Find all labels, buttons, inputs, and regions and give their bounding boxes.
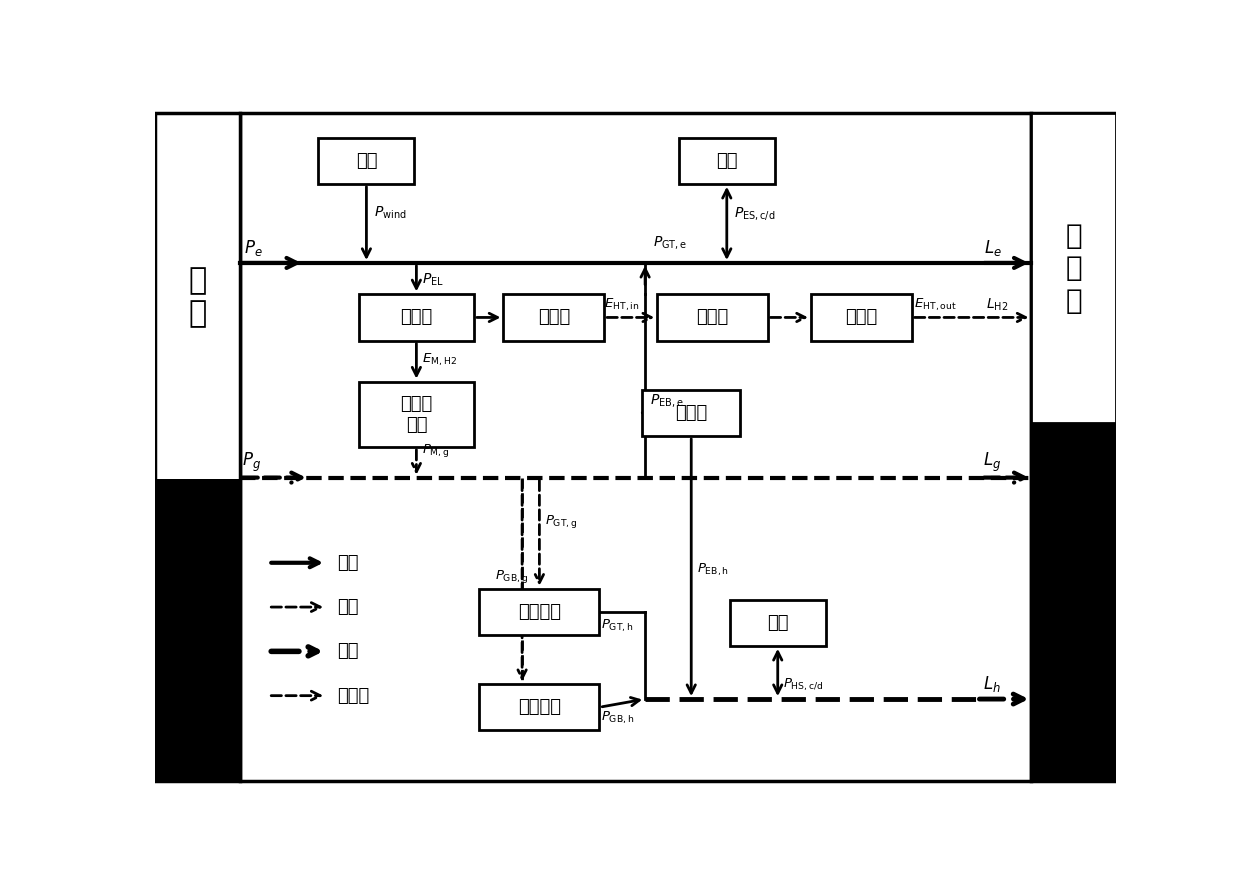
Text: 电锅炉: 电锅炉 (675, 404, 707, 422)
FancyBboxPatch shape (155, 113, 239, 781)
Text: 氢能: 氢能 (337, 598, 360, 616)
Text: $P_{\rm GT,h}$: $P_{\rm GT,h}$ (601, 617, 634, 634)
Text: $L_h$: $L_h$ (983, 674, 1001, 694)
FancyBboxPatch shape (1032, 113, 1116, 781)
Text: $P_{\rm GB,g}$: $P_{\rm GB,g}$ (495, 568, 528, 585)
Text: 压缩机: 压缩机 (538, 309, 570, 327)
Text: $P_{\rm wind}$: $P_{\rm wind}$ (374, 205, 407, 221)
Text: 电解槽: 电解槽 (401, 309, 433, 327)
FancyBboxPatch shape (503, 295, 604, 341)
FancyBboxPatch shape (358, 295, 474, 341)
Text: 储燭: 储燭 (768, 613, 789, 632)
Text: $E_{\rm M,H2}$: $E_{\rm M,H2}$ (422, 351, 458, 368)
Text: $P_{\rm EB,e}$: $P_{\rm EB,e}$ (650, 392, 683, 409)
Text: $P_e$: $P_e$ (244, 238, 263, 258)
Text: 天然气: 天然气 (337, 687, 370, 704)
Text: 甲烷反
应器: 甲烷反 应器 (401, 395, 433, 434)
FancyBboxPatch shape (642, 389, 740, 436)
FancyBboxPatch shape (811, 295, 911, 341)
Text: $E_{\rm HT,out}$: $E_{\rm HT,out}$ (914, 297, 957, 313)
Text: $P_{\rm GB,h}$: $P_{\rm GB,h}$ (601, 709, 635, 726)
Text: 燃气轮机: 燃气轮机 (518, 603, 560, 621)
Text: 风机: 风机 (356, 151, 377, 170)
Text: 燃气锅炉: 燃气锅炉 (518, 698, 560, 716)
Text: $P_{\rm M,g}$: $P_{\rm M,g}$ (422, 442, 450, 458)
FancyBboxPatch shape (657, 295, 768, 341)
FancyBboxPatch shape (1032, 113, 1116, 423)
FancyBboxPatch shape (480, 684, 599, 730)
FancyBboxPatch shape (319, 137, 414, 184)
Text: 电
网: 电 网 (188, 266, 206, 328)
Text: $P_{\rm HS,c/d}$: $P_{\rm HS,c/d}$ (784, 676, 825, 692)
Text: $P_{\rm GT,g}$: $P_{\rm GT,g}$ (546, 513, 578, 530)
Text: 储氢罐: 储氢罐 (696, 309, 729, 327)
FancyBboxPatch shape (729, 599, 826, 646)
FancyBboxPatch shape (239, 113, 1032, 781)
FancyBboxPatch shape (480, 589, 599, 635)
Text: $L_{\rm H2}$: $L_{\rm H2}$ (986, 297, 1008, 313)
Text: 储电: 储电 (715, 151, 738, 170)
Text: 压缩机: 压缩机 (846, 309, 878, 327)
FancyBboxPatch shape (358, 381, 474, 447)
Text: 热能: 热能 (337, 643, 360, 660)
Text: $P_{\rm EL}$: $P_{\rm EL}$ (422, 272, 444, 289)
Text: $P_{\rm GT,e}$: $P_{\rm GT,e}$ (652, 234, 687, 251)
Text: $P_{\rm ES,c/d}$: $P_{\rm ES,c/d}$ (734, 204, 776, 221)
Text: $E_{\rm HT,in}$: $E_{\rm HT,in}$ (604, 297, 640, 313)
Text: $P_{\rm EB,h}$: $P_{\rm EB,h}$ (697, 561, 729, 578)
Text: $L_e$: $L_e$ (985, 238, 1002, 258)
Text: $P_g$: $P_g$ (243, 451, 262, 474)
FancyBboxPatch shape (155, 106, 1116, 788)
Text: 电
负
荷: 电 负 荷 (1065, 222, 1083, 315)
FancyBboxPatch shape (678, 137, 775, 184)
Text: $L_g$: $L_g$ (983, 451, 1002, 474)
Text: 电能: 电能 (337, 554, 360, 572)
FancyBboxPatch shape (156, 479, 238, 781)
